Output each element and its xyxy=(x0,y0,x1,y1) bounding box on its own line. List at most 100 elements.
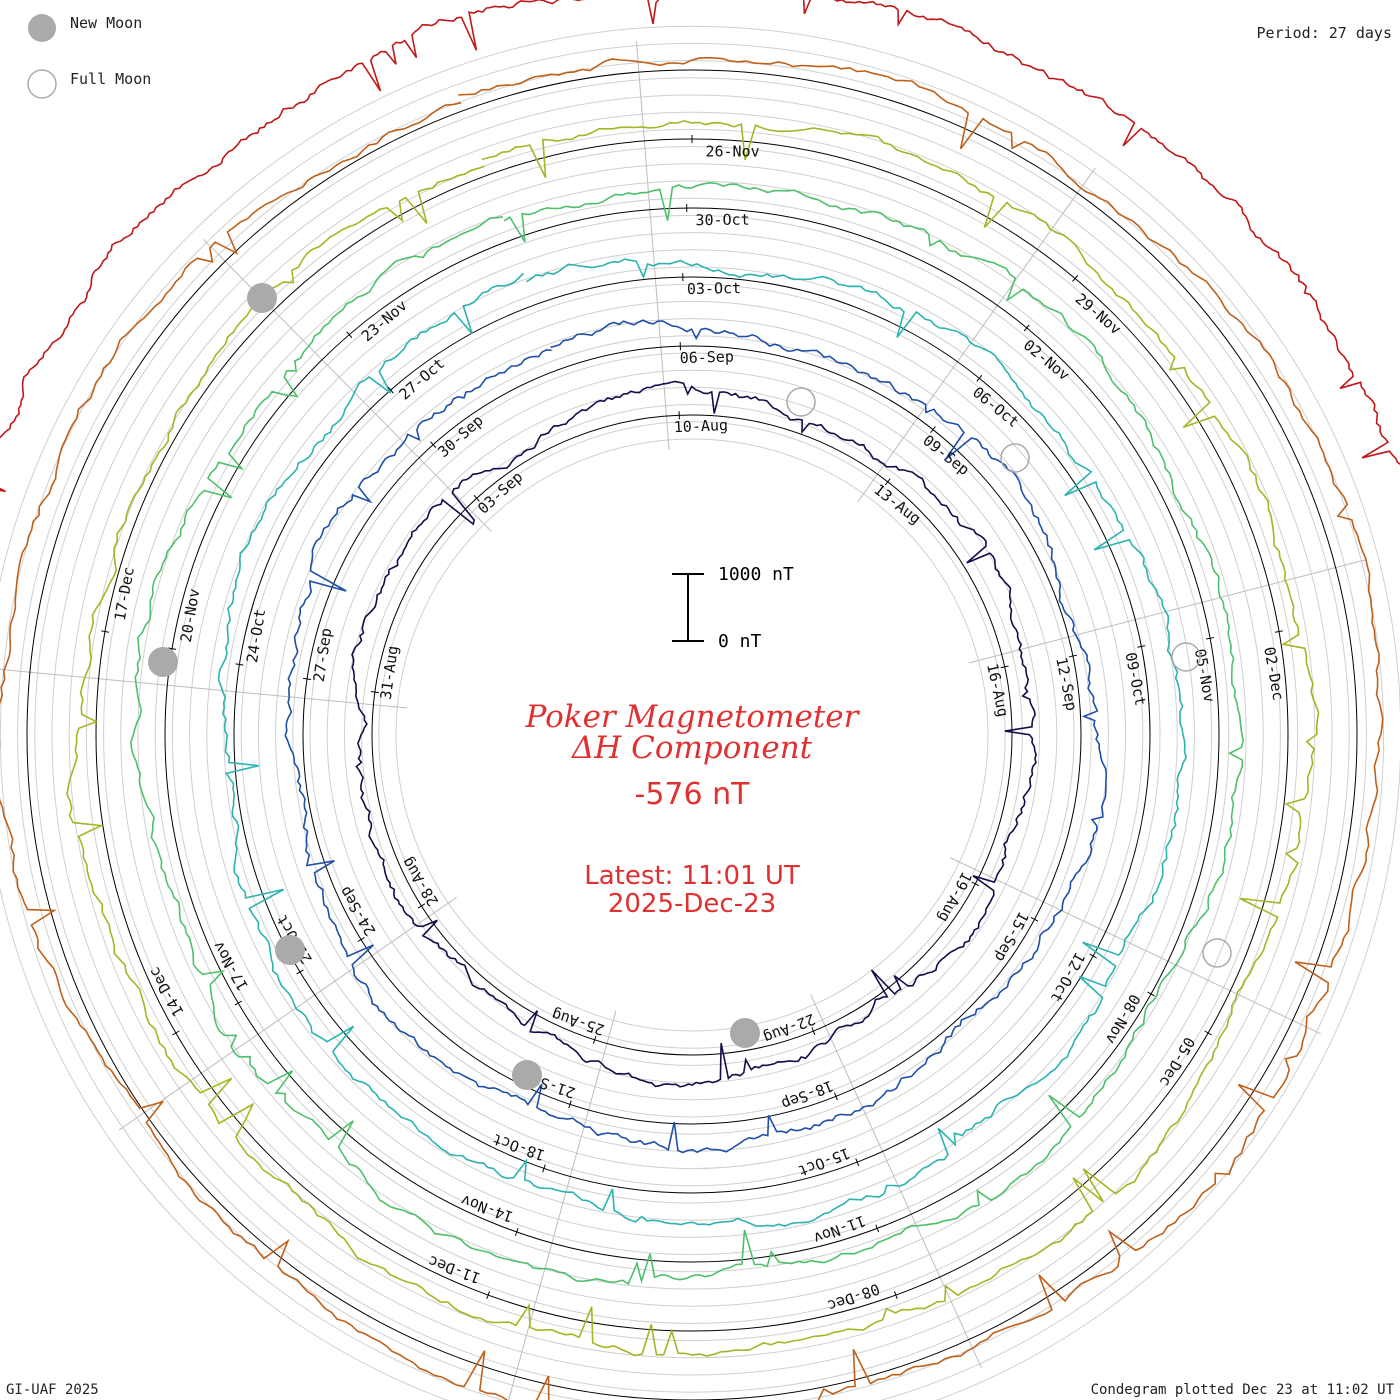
latest-time: Latest: 11:01 UT xyxy=(584,861,800,891)
date-tick xyxy=(1072,275,1079,282)
grid-ring xyxy=(309,352,1075,1118)
trace-rotation-2 xyxy=(217,258,1188,1227)
grid-ring xyxy=(0,25,1400,1400)
date-label: 06-Sep xyxy=(679,348,734,368)
date-tick xyxy=(976,374,983,382)
latest-date: 2025-Dec-23 xyxy=(608,889,776,919)
date-tick xyxy=(473,494,480,502)
date-tick xyxy=(1147,991,1155,997)
period-label: Period: 27 days xyxy=(1257,24,1392,42)
date-label: 15-Sep xyxy=(991,909,1033,965)
date-tick xyxy=(592,1035,597,1044)
date-label: 30-Oct xyxy=(695,211,749,230)
date-label: 02-Dec xyxy=(1260,645,1287,701)
date-label: 10-Aug xyxy=(673,416,728,436)
grid-spoke xyxy=(857,167,1096,503)
date-tick xyxy=(346,331,353,339)
date-label: 12-Sep xyxy=(1052,656,1081,713)
grid-spoke xyxy=(810,994,983,1369)
grid-spokes xyxy=(0,41,1366,1400)
date-tick xyxy=(1204,1030,1212,1036)
date-label: 18-Sep xyxy=(779,1077,836,1114)
baseline-ring xyxy=(371,414,1013,1056)
full-moon-legend-label: Full Moon xyxy=(70,70,151,88)
date-tick xyxy=(930,426,936,434)
chart-title: Poker Magnetometer xyxy=(525,699,861,735)
full-moon-marker xyxy=(1000,443,1030,473)
date-tick xyxy=(811,1027,816,1035)
trace-rotation-1 xyxy=(284,319,1108,1154)
new-moon-legend-label: New Moon xyxy=(70,14,142,32)
grid-ring xyxy=(206,249,1178,1221)
grid-ring xyxy=(171,214,1213,1256)
new-moon-marker xyxy=(512,1060,542,1090)
full-moon-marker xyxy=(786,387,816,417)
baseline-ring xyxy=(164,207,1220,1263)
baseline-ring xyxy=(233,276,1151,1194)
date-label: 03-Oct xyxy=(687,279,742,298)
grid-ring xyxy=(275,318,1109,1152)
date-label: 22-Aug xyxy=(761,1010,818,1047)
date-tick xyxy=(1137,645,1146,648)
date-tick xyxy=(235,663,244,666)
date-label: 19-Aug xyxy=(934,869,975,925)
grid-ring xyxy=(257,300,1127,1170)
grid-ring xyxy=(189,232,1195,1238)
grid-rings xyxy=(0,25,1400,1400)
date-label: 05-Dec xyxy=(1156,1034,1199,1090)
date-tick xyxy=(486,1291,490,1299)
date-label: 16-Aug xyxy=(983,662,1012,719)
date-tick xyxy=(1089,953,1097,959)
full-moon-legend-icon xyxy=(27,69,57,99)
date-tick xyxy=(387,386,394,394)
grid-spoke xyxy=(0,668,408,709)
date-label: 15-Oct xyxy=(795,1144,852,1180)
plotted-note: Condegram plotted Dec 23 at 11:02 UT xyxy=(1091,1382,1395,1398)
grid-spoke xyxy=(950,857,1321,1035)
full-moon-marker xyxy=(1171,642,1201,672)
date-tick xyxy=(568,1100,572,1109)
date-tick xyxy=(168,647,177,650)
date-tick xyxy=(855,1158,860,1167)
trace-rotation-0 xyxy=(351,380,1037,1088)
new-moon-marker xyxy=(247,283,277,313)
date-label: 26-Nov xyxy=(705,142,759,160)
grid-spoke xyxy=(203,238,492,532)
scale-bottom-label: 0 nT xyxy=(718,631,762,652)
grid-ring xyxy=(292,335,1092,1135)
date-ticks xyxy=(101,135,1283,1299)
new-moon-marker xyxy=(730,1018,760,1048)
date-label: 09-Oct xyxy=(1121,651,1149,708)
grid-spoke xyxy=(968,559,1366,664)
baseline-ring xyxy=(302,345,1082,1125)
date-label: 28-Aug xyxy=(398,854,442,909)
grid-ring xyxy=(137,180,1247,1290)
grid-ring xyxy=(103,146,1281,1324)
date-label: 08-Dec xyxy=(825,1280,882,1315)
date-tick xyxy=(834,1092,838,1101)
grid-spoke xyxy=(508,1010,617,1400)
grid-ring xyxy=(378,421,1006,1049)
date-tick xyxy=(370,691,379,694)
grid-ring xyxy=(154,197,1230,1273)
date-label: 29-Nov xyxy=(1072,290,1125,339)
date-tick xyxy=(884,478,891,486)
chart-subtitle: ΔH Component xyxy=(571,730,813,766)
date-tick xyxy=(1274,630,1283,633)
date-label: 31-Aug xyxy=(377,645,402,701)
date-tick xyxy=(417,903,426,909)
new-moon-legend-icon xyxy=(28,14,56,42)
date-tick xyxy=(1068,654,1077,658)
date-tick xyxy=(514,1228,519,1236)
grid-ring xyxy=(395,438,989,1032)
grid-ring xyxy=(120,163,1264,1307)
full-moon-marker xyxy=(1202,938,1232,968)
grid-ring xyxy=(240,283,1144,1187)
date-label: 08-Nov xyxy=(1102,991,1144,1047)
date-label: 06-Oct xyxy=(969,383,1022,431)
date-label: 05-Nov xyxy=(1191,647,1219,704)
grid-ring xyxy=(85,128,1299,1342)
date-label: 09-Sep xyxy=(919,431,973,479)
date-tick xyxy=(101,630,110,633)
